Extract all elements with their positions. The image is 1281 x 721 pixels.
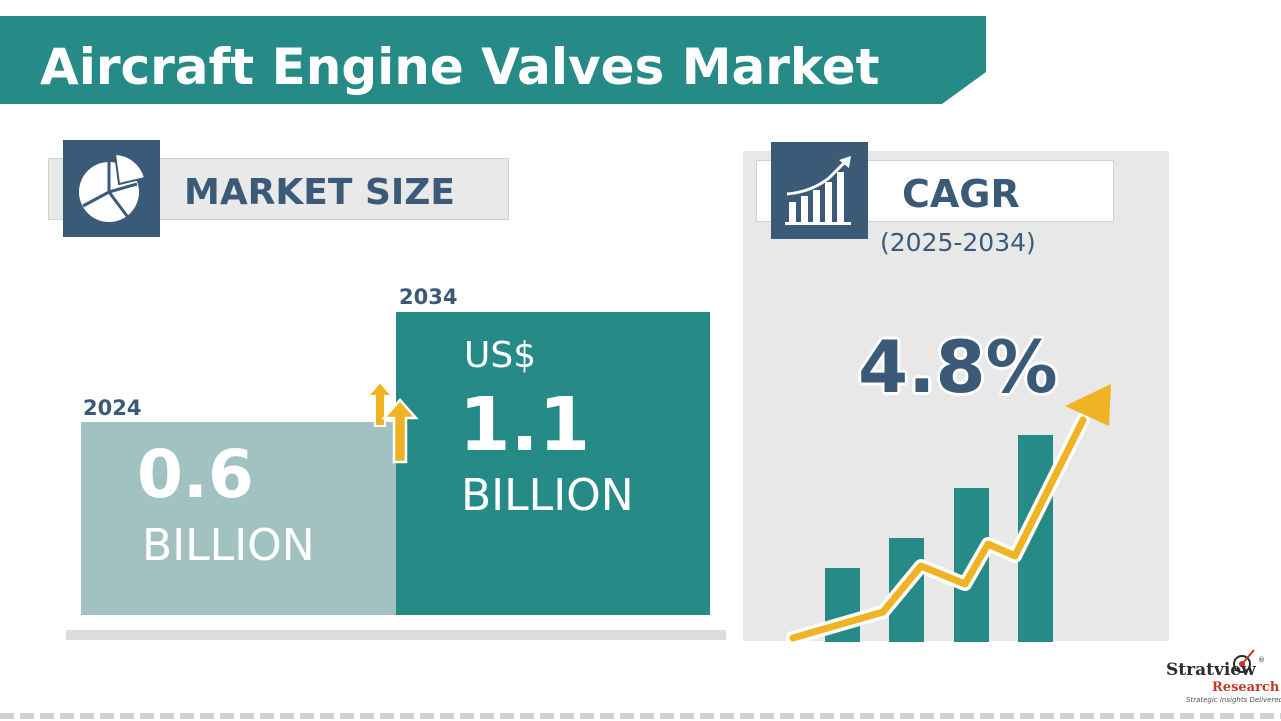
cagr-period: (2025-2034)	[880, 228, 1036, 257]
market-2034-value: 1.1	[459, 382, 591, 468]
logo-target-icon	[1233, 649, 1255, 673]
market-2034-unit: BILLION	[461, 470, 634, 521]
market-size-label: MARKET SIZE	[184, 172, 456, 213]
footer-divider	[0, 713, 1281, 719]
market-2034-box	[396, 312, 710, 615]
logo-name: Stratview	[1166, 660, 1256, 680]
up-arrows-icon	[364, 380, 424, 466]
logo-tagline: Strategic Insights Delivered	[1186, 696, 1281, 704]
baseline-shadow	[66, 630, 726, 640]
market-2034-currency: US$	[464, 335, 537, 376]
growth-chart-icon	[743, 380, 1169, 645]
pie-chart-icon	[63, 140, 160, 237]
stratview-logo: Stratview ® Research Strategic Insights …	[1162, 644, 1281, 704]
year-2024-label: 2024	[83, 396, 142, 420]
logo-registered: ®	[1258, 656, 1265, 664]
title-banner: Aircraft Engine Valves Market	[0, 16, 986, 104]
cagr-value: 4.8%	[858, 325, 1058, 409]
bar-growth-icon	[771, 142, 868, 239]
market-2024-box	[81, 422, 397, 615]
cagr-label: CAGR	[902, 172, 1020, 216]
year-2034-label: 2034	[399, 285, 458, 309]
market-2024-value: 0.6	[137, 436, 254, 513]
title-banner-shape	[0, 16, 986, 104]
market-2024-unit: BILLION	[142, 520, 315, 571]
logo-sub: Research	[1212, 680, 1280, 695]
page-title: Aircraft Engine Valves Market	[40, 38, 880, 96]
